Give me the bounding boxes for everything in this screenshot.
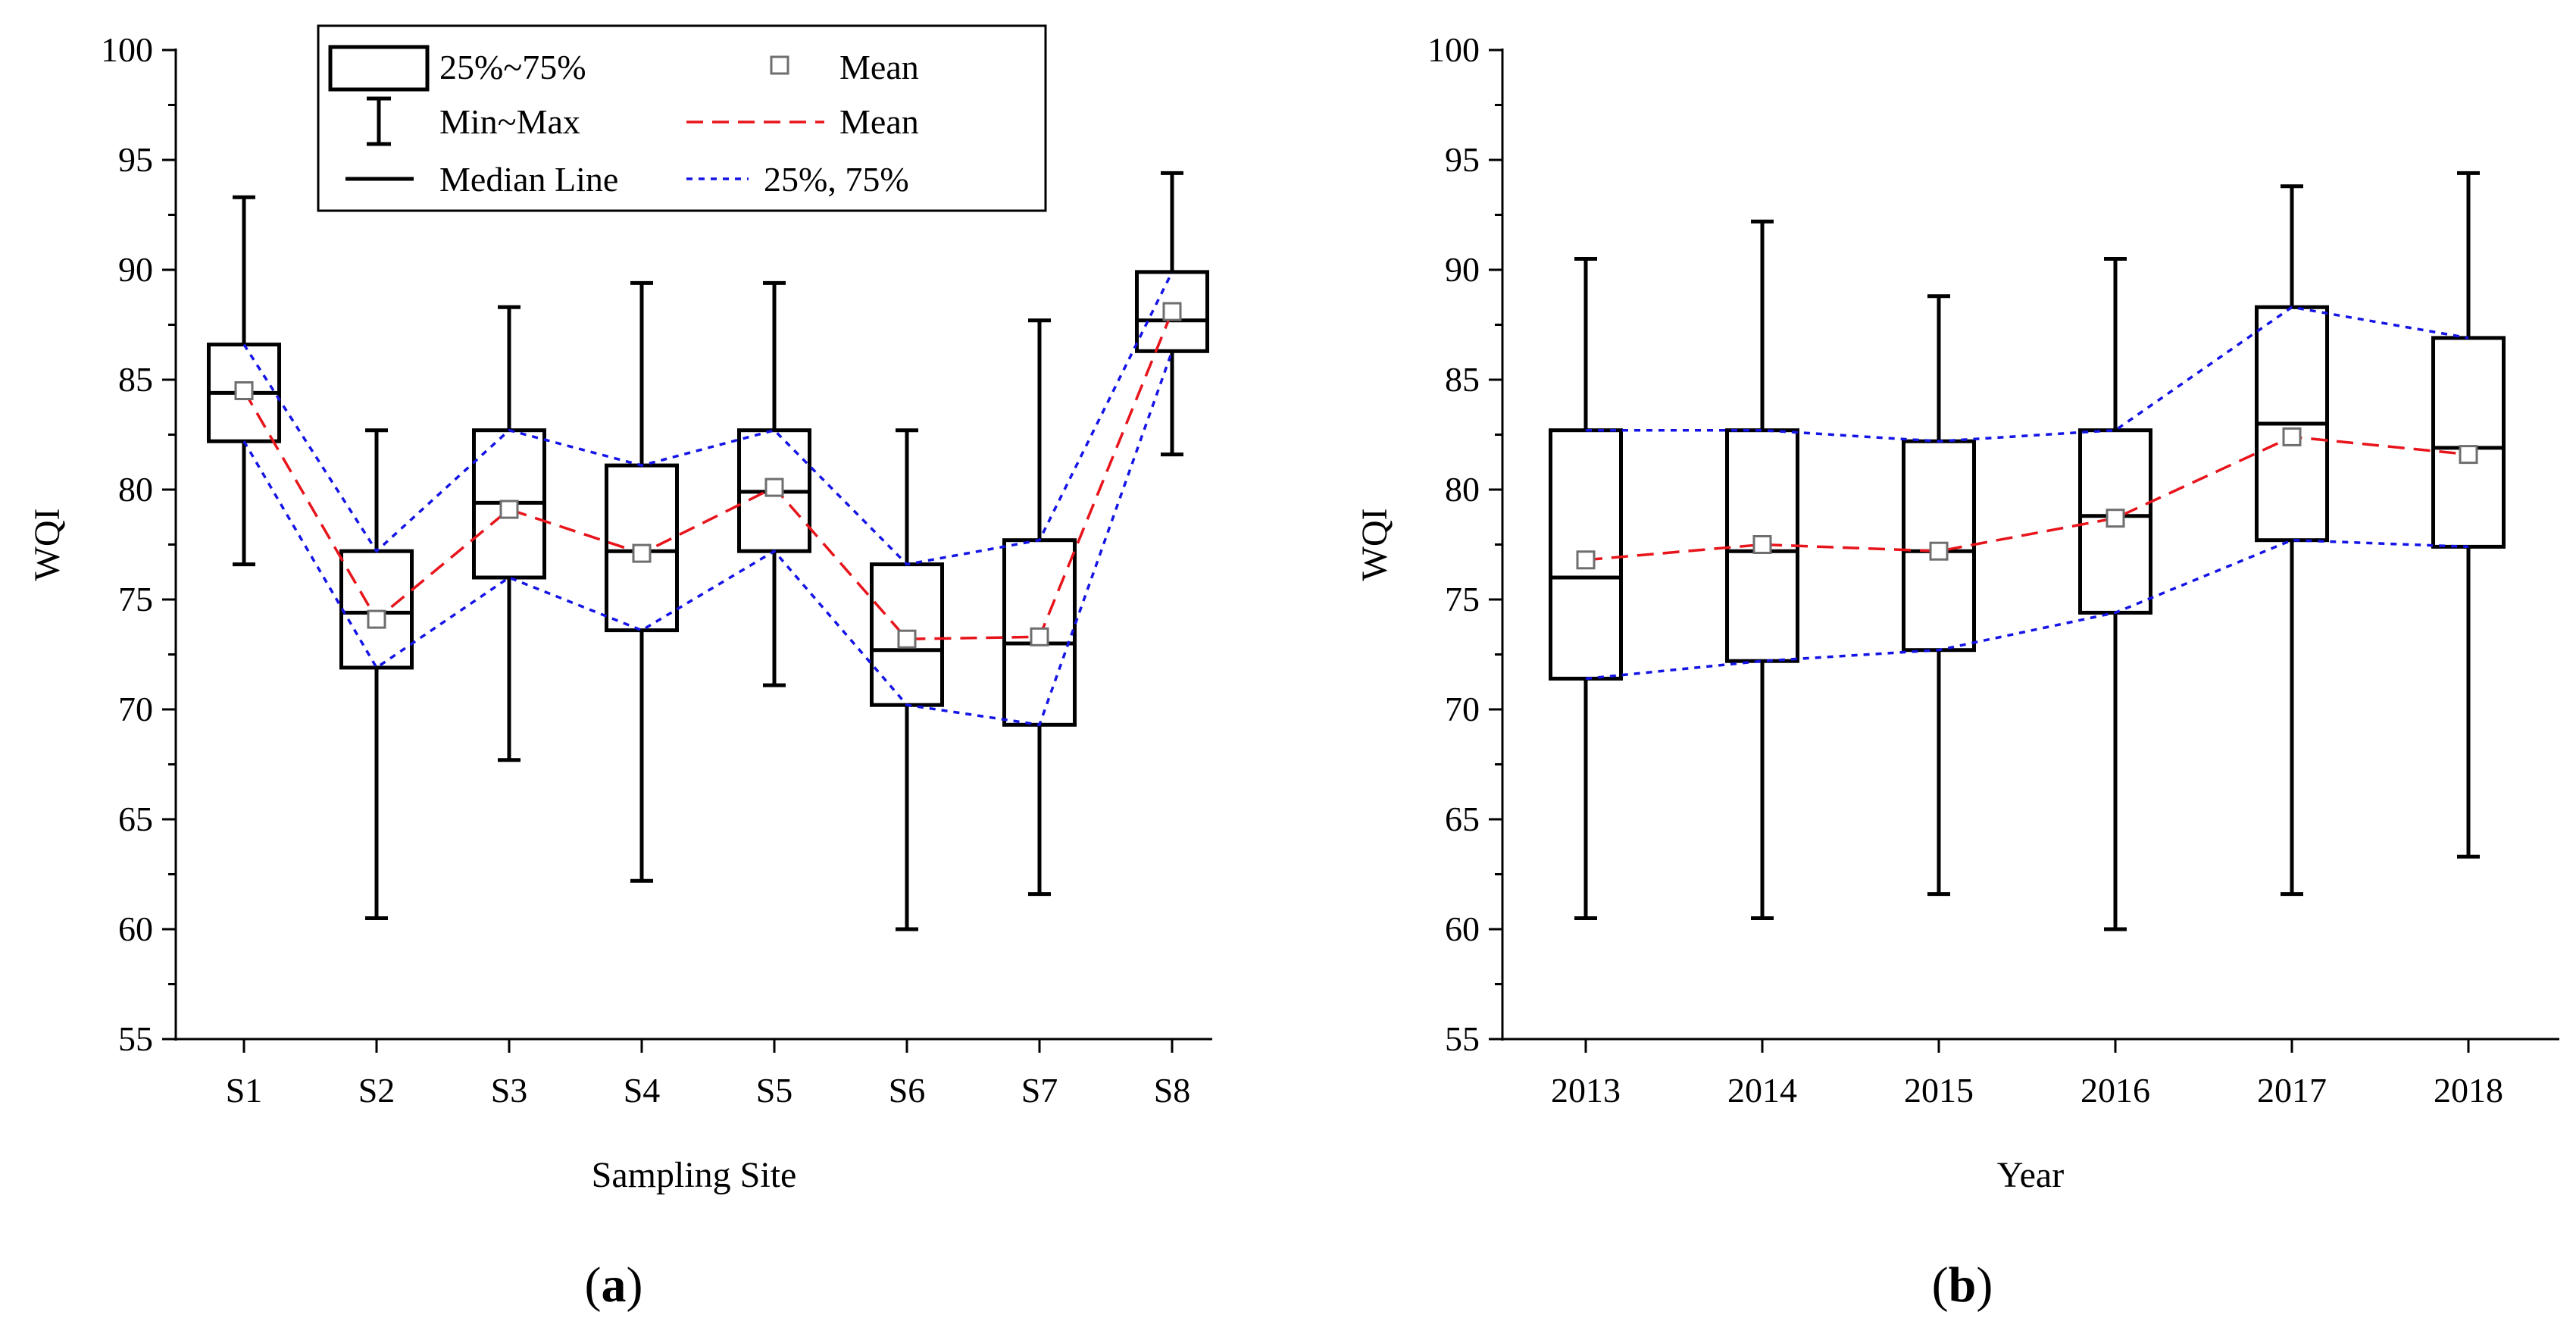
x-axis-title: Year [1997, 1155, 2064, 1195]
x-tick-label: S2 [358, 1071, 395, 1110]
mean-marker [499, 499, 519, 519]
y-tick-label: 70 [1445, 690, 1480, 728]
y-axis-title: WQI [1355, 509, 1395, 581]
panel-label-open: ( [585, 1257, 602, 1313]
y-tick-label: 75 [1445, 580, 1480, 618]
y-tick-label: 90 [118, 250, 153, 289]
x-tick-label: S3 [491, 1071, 528, 1110]
mean-marker [1162, 302, 1182, 321]
x-tick-label: 2014 [1727, 1071, 1797, 1110]
y-tick-label: 80 [118, 470, 153, 509]
legend-median-label: Median Line [439, 160, 618, 199]
panel-label-letter: b [1949, 1257, 1977, 1313]
legend-mean-marker-swatch [770, 55, 789, 75]
panel-b-year-chart: 55 60 65 70 75 80 85 90 95 100 2013 2014 2015 2016 201… [1355, 30, 2559, 1313]
mean-connect-line [242, 311, 1174, 640]
panel-label-close: ) [1976, 1257, 1993, 1313]
y-axis-title: WQI [27, 509, 67, 581]
legend-whisker-label: Min~Max [439, 102, 580, 141]
q1-connect-line [242, 350, 1174, 727]
y-tick-label: 55 [118, 1019, 153, 1058]
mean-marker [234, 381, 254, 400]
y-tick-label: 90 [1445, 250, 1480, 289]
legend-box-label: 25%~75% [439, 48, 586, 86]
legend-frame [317, 24, 1047, 212]
q1-connect-line [1585, 538, 2469, 681]
box-iqr [339, 549, 414, 670]
y-tick-label: 85 [1445, 360, 1480, 399]
y-tick-label: 55 [1445, 1019, 1480, 1058]
mean-marker [764, 477, 784, 497]
legend-quartile-line-label: 25%, 75% [764, 160, 909, 199]
x-tick-label: S7 [1021, 1071, 1058, 1110]
y-tick-label: 85 [118, 360, 153, 399]
y-tick-label: 100 [1427, 30, 1480, 69]
x-tick-label: S4 [624, 1071, 661, 1110]
mean-marker [1576, 550, 1596, 570]
y-tick-label: 80 [1445, 470, 1480, 509]
panel-label: (a) [585, 1257, 643, 1313]
q3-connect-line [1586, 305, 2469, 443]
y-tick-label: 95 [118, 140, 153, 179]
y-tick-label: 65 [1445, 800, 1480, 838]
mean-marker [367, 609, 386, 629]
mean-marker [2282, 427, 2302, 446]
panel-a-sampling-site-chart: 55 60 65 70 75 80 85 90 95 100 S1 S2 S3 S4 S5 S6 S7 S8 Sam… [27, 24, 1212, 1313]
mean-marker [632, 543, 652, 563]
x-tick-label: S1 [226, 1071, 263, 1110]
x-tick-label: 2013 [1551, 1071, 1621, 1110]
legend: 25%~75% Mean Min~Max Mean Median Line 25%, 75… [317, 24, 1047, 212]
legend-mean-marker-label: Mean [839, 48, 919, 86]
x-tick-label: 2018 [2434, 1071, 2503, 1110]
y-tick-label: 65 [118, 800, 153, 838]
mean-marker [897, 629, 917, 649]
legend-mean-line-label: Mean [839, 102, 919, 141]
x-axis-title: Sampling Site [592, 1155, 797, 1195]
x-tick-label: S6 [889, 1071, 926, 1110]
mean-marker [2106, 509, 2125, 528]
mean-marker [1030, 627, 1049, 646]
mean-marker [1752, 535, 1772, 554]
y-tick-label: 75 [118, 580, 153, 618]
y-tick-label: 95 [1445, 140, 1480, 179]
panel-label: (b) [1932, 1257, 1993, 1313]
q3-connect-line [242, 271, 1174, 566]
x-tick-label: 2015 [1904, 1071, 1974, 1110]
panel-label-close: ) [627, 1257, 643, 1313]
panel-label-letter: a [602, 1257, 627, 1313]
x-tick-label: 2016 [2080, 1071, 2150, 1110]
legend-box-swatch [328, 45, 430, 92]
mean-connect-line [1585, 435, 2469, 562]
y-tick-label: 60 [118, 909, 153, 948]
x-tick-label: S5 [756, 1071, 793, 1110]
y-tick-label: 70 [118, 690, 153, 728]
x-tick-label: S8 [1154, 1071, 1191, 1110]
y-tick-label: 60 [1445, 909, 1480, 948]
mean-marker [2459, 445, 2478, 465]
y-tick-label: 100 [101, 30, 153, 69]
x-tick-label: 2017 [2257, 1071, 2327, 1110]
mean-marker [1929, 541, 1949, 561]
box-iqr [2431, 336, 2506, 549]
panel-label-open: ( [1932, 1257, 1949, 1313]
